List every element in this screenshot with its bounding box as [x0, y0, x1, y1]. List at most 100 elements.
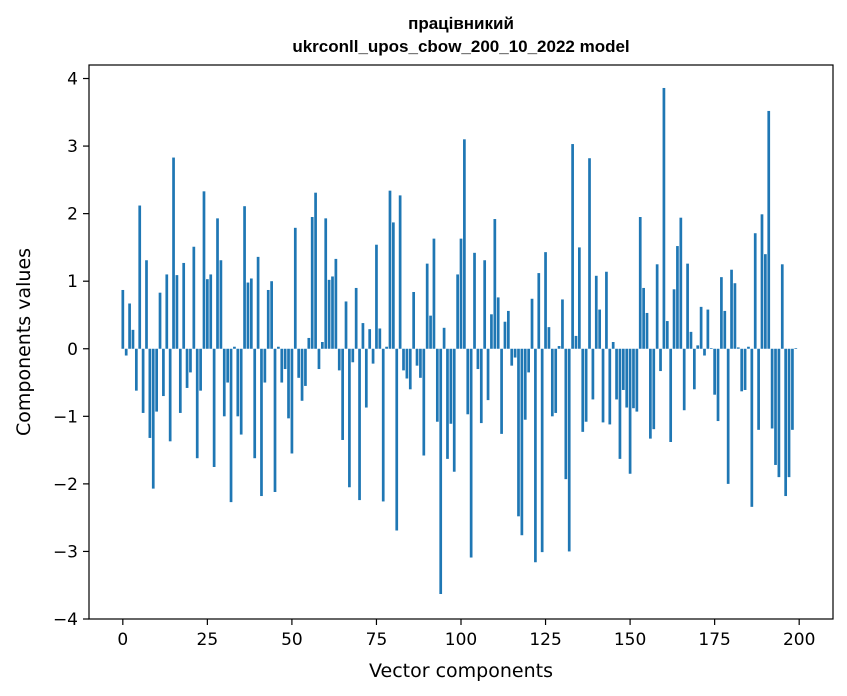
bar-component-94 — [439, 348, 443, 595]
chart-title: працівникий — [408, 14, 514, 33]
bar-component-124 — [540, 348, 544, 553]
bar-component-108 — [486, 348, 490, 401]
bar-component-193 — [774, 348, 777, 465]
bar-component-95 — [442, 327, 446, 349]
bar-component-75 — [375, 244, 378, 349]
bar-component-104 — [473, 252, 476, 349]
bar-component-25 — [206, 279, 209, 349]
bar-component-159 — [659, 348, 662, 372]
bar-component-99 — [456, 274, 459, 349]
bar-component-173 — [706, 309, 710, 349]
bar-component-74 — [371, 348, 375, 364]
x-tick-label: 25 — [197, 630, 219, 650]
bar-component-100 — [459, 238, 463, 349]
bar-component-79 — [388, 190, 392, 349]
bar-component-113 — [503, 321, 507, 349]
bar-component-123 — [537, 273, 541, 349]
bar-component-118 — [520, 348, 524, 536]
bar-component-128 — [554, 348, 558, 413]
bar-component-107 — [483, 260, 487, 349]
bar-component-52 — [297, 348, 301, 378]
x-tick-label: 125 — [529, 630, 561, 650]
bar-component-129 — [557, 346, 561, 349]
bar-component-50 — [290, 348, 294, 454]
bar-component-101 — [463, 139, 466, 349]
y-tick-label: 2 — [67, 205, 78, 225]
bar-component-85 — [408, 348, 412, 390]
bar-component-71 — [361, 323, 365, 349]
bar-component-51 — [293, 227, 297, 349]
bar-component-134 — [574, 335, 578, 349]
bar-component-29 — [219, 260, 223, 349]
bar-component-60 — [324, 218, 328, 349]
x-tick-label: 150 — [614, 630, 646, 650]
bar-component-192 — [770, 348, 774, 429]
bar-component-7 — [145, 260, 148, 349]
bar-component-41 — [260, 348, 263, 497]
bar-component-143 — [605, 271, 608, 349]
bar-component-114 — [506, 310, 510, 349]
bar-component-183 — [740, 348, 744, 392]
bar-component-138 — [588, 158, 591, 349]
bar-component-96 — [446, 348, 449, 459]
bar-component-78 — [385, 346, 388, 349]
bar-component-5 — [138, 205, 142, 349]
bar-component-17 — [178, 348, 182, 413]
x-tick-label: 100 — [445, 630, 477, 650]
bar-component-72 — [364, 348, 368, 408]
y-axis-ticks: −4 −3 −2 −1 0 1 2 3 4 — [53, 70, 89, 630]
x-tick-label: 50 — [281, 630, 303, 650]
bar-component-21 — [192, 246, 196, 349]
bar-component-70 — [358, 348, 361, 501]
bar-component-54 — [304, 348, 307, 386]
bar-component-176 — [716, 348, 720, 422]
bar-component-57 — [314, 192, 317, 349]
bar-component-39 — [253, 348, 257, 459]
bar-component-121 — [530, 298, 534, 349]
bar-component-166 — [682, 348, 686, 411]
bar-component-43 — [266, 289, 270, 349]
bar-component-190 — [764, 254, 767, 349]
bar-component-77 — [381, 348, 385, 502]
bar-component-87 — [415, 348, 419, 366]
bar-component-154 — [642, 287, 645, 349]
bar-component-86 — [412, 292, 416, 349]
bar-component-194 — [777, 348, 781, 478]
bar-component-191 — [767, 110, 771, 349]
bar-component-139 — [591, 348, 595, 400]
bar-component-187 — [753, 233, 757, 349]
bar-component-133 — [571, 144, 574, 349]
bar-component-32 — [229, 348, 233, 503]
bar-component-40 — [256, 256, 260, 349]
bar-component-64 — [337, 348, 341, 371]
chart-subtitle: ukrconll_upos_cbow_200_10_2022 model — [292, 37, 629, 56]
bar-component-26 — [209, 274, 213, 349]
y-axis-label: Components values — [13, 248, 35, 436]
bar-component-163 — [672, 289, 676, 349]
bar-component-112 — [500, 348, 503, 434]
bar-component-120 — [527, 348, 530, 373]
bar-component-10 — [155, 348, 158, 412]
bar-component-97 — [449, 348, 453, 424]
bar-component-116 — [513, 348, 517, 358]
y-tick-label: 3 — [67, 137, 78, 157]
bar-component-145 — [611, 342, 615, 349]
x-axis-ticks: 0 25 50 75 100 125 150 175 200 — [117, 619, 815, 650]
y-tick-label: −1 — [53, 407, 78, 427]
bar-component-46 — [277, 346, 280, 349]
bar-component-156 — [649, 348, 652, 439]
bar-component-146 — [615, 348, 618, 400]
x-axis-label: Vector components — [369, 660, 553, 682]
bar-component-131 — [564, 348, 568, 480]
bar-component-37 — [246, 282, 250, 349]
bar-component-137 — [584, 348, 588, 422]
bar-component-59 — [320, 342, 324, 349]
bar-component-152 — [635, 348, 639, 412]
bar-component-56 — [310, 217, 314, 349]
bar-component-93 — [435, 348, 439, 422]
bar-component-49 — [287, 348, 290, 419]
bar-component-28 — [216, 218, 219, 349]
bar-component-24 — [202, 191, 206, 349]
bar-component-147 — [618, 348, 622, 459]
